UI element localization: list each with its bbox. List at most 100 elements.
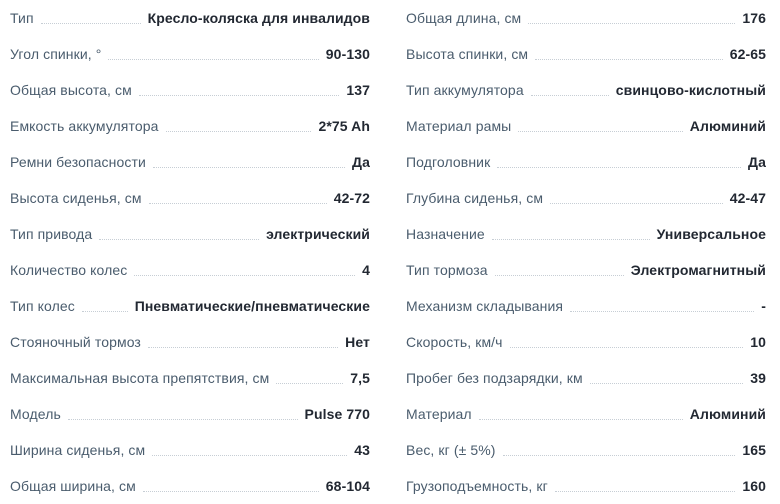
dotted-leader <box>67 408 298 420</box>
spec-value: Нет <box>345 334 370 350</box>
spec-value: - <box>761 298 766 314</box>
dotted-leader <box>152 156 346 168</box>
spec-value: Пневматические/пневматические <box>134 298 370 314</box>
spec-row: Тип привода электрический <box>10 216 370 252</box>
spec-value: 42-47 <box>729 190 766 206</box>
spec-row: Глубина сиденья, см 42-47 <box>406 180 766 216</box>
spec-value: свинцово-кислотный <box>615 82 766 98</box>
dotted-leader <box>589 372 744 384</box>
spec-row: Общая ширина, см 68-104 <box>10 468 370 504</box>
spec-row: Общая длина, см 176 <box>406 0 766 36</box>
spec-label: Тип аккумулятора <box>406 82 524 98</box>
spec-row: Максимальная высота препятствия, см 7,5 <box>10 360 370 396</box>
spec-value: 176 <box>742 10 766 26</box>
spec-label: Тип привода <box>10 226 93 242</box>
spec-value: 68-104 <box>325 478 370 494</box>
spec-value: 4 <box>362 262 370 278</box>
spec-label: Высота спинки, см <box>406 46 529 62</box>
spec-label: Грузоподъемность, кг <box>406 478 548 494</box>
dotted-leader <box>165 120 312 132</box>
spec-row: Угол спинки, ° 90-130 <box>10 36 370 72</box>
dotted-leader <box>142 480 319 492</box>
spec-row: Пробег без подзарядки, км 39 <box>406 360 766 396</box>
spec-label: Подголовник <box>406 154 491 170</box>
spec-value: Да <box>748 154 766 170</box>
spec-label: Стояночный тормоз <box>10 334 141 350</box>
spec-value: 90-130 <box>325 46 370 62</box>
dotted-leader <box>134 264 356 276</box>
spec-value: 160 <box>742 478 766 494</box>
spec-value: 39 <box>750 370 766 386</box>
spec-value: Электромагнитный <box>630 262 766 278</box>
dotted-leader <box>276 372 344 384</box>
spec-value: 62-65 <box>729 46 766 62</box>
spec-label: Высота сиденья, см <box>10 190 142 206</box>
spec-value: 42-72 <box>333 190 370 206</box>
spec-value: электрический <box>266 226 370 242</box>
spec-label: Максимальная высота препятствия, см <box>10 370 270 386</box>
spec-value: Алюминий <box>689 118 766 134</box>
spec-value: Кресло-коляска для инвалидов <box>147 10 370 26</box>
dotted-leader <box>108 48 319 60</box>
dotted-leader <box>494 264 624 276</box>
spec-label: Тип <box>10 10 34 26</box>
spec-column-left: Тип Кресло-коляска для инвалидов Угол спин… <box>10 0 370 504</box>
spec-row: Тип тормоза Электромагнитный <box>406 252 766 288</box>
spec-row: Ремни безопасности Да <box>10 144 370 180</box>
dotted-leader <box>138 84 340 96</box>
spec-label: Модель <box>10 406 61 422</box>
spec-row: Назначение Универсальное <box>406 216 766 252</box>
spec-row: Количество колес 4 <box>10 252 370 288</box>
spec-row: Механизм складывания - <box>406 288 766 324</box>
dotted-leader <box>550 192 723 204</box>
dotted-leader <box>81 300 128 312</box>
spec-row: Стояночный тормоз Нет <box>10 324 370 360</box>
dotted-leader <box>40 12 141 24</box>
spec-label: Общая длина, см <box>406 10 522 26</box>
spec-label: Материал рамы <box>406 118 512 134</box>
spec-value: Да <box>352 154 370 170</box>
spec-row: Модель Pulse 770 <box>10 396 370 432</box>
spec-label: Тип тормоза <box>406 262 488 278</box>
spec-label: Скорость, км/ч <box>406 334 503 350</box>
spec-row: Емкость аккумулятора 2*75 Ah <box>10 108 370 144</box>
spec-value: Pulse 770 <box>304 406 370 422</box>
spec-value: 43 <box>354 442 370 458</box>
spec-value: 165 <box>742 442 766 458</box>
spec-value: 137 <box>346 82 370 98</box>
dotted-leader <box>147 336 339 348</box>
dotted-leader <box>148 192 327 204</box>
spec-label: Общая ширина, см <box>10 478 136 494</box>
dotted-leader <box>152 444 348 456</box>
spec-value: 2*75 Ah <box>318 118 370 134</box>
spec-row: Материал Алюминий <box>406 396 766 432</box>
dotted-leader <box>554 480 736 492</box>
spec-row: Вес, кг (± 5%) 165 <box>406 432 766 468</box>
spec-label: Ремни безопасности <box>10 154 146 170</box>
spec-label: Общая высота, см <box>10 82 132 98</box>
spec-label: Глубина сиденья, см <box>406 190 544 206</box>
spec-value: 10 <box>750 334 766 350</box>
spec-label: Ширина сиденья, см <box>10 442 146 458</box>
spec-label: Материал <box>406 406 472 422</box>
spec-row: Скорость, км/ч 10 <box>406 324 766 360</box>
spec-value: 7,5 <box>350 370 370 386</box>
spec-value: Алюминий <box>689 406 766 422</box>
spec-label: Механизм складывания <box>406 298 564 314</box>
dotted-leader <box>530 84 609 96</box>
spec-row: Высота сиденья, см 42-72 <box>10 180 370 216</box>
spec-row: Ширина сиденья, см 43 <box>10 432 370 468</box>
spec-label: Количество колес <box>10 262 128 278</box>
dotted-leader <box>502 444 736 456</box>
dotted-leader <box>535 48 723 60</box>
spec-label: Тип колес <box>10 298 75 314</box>
spec-label: Вес, кг (± 5%) <box>406 442 496 458</box>
spec-row: Тип аккумулятора свинцово-кислотный <box>406 72 766 108</box>
dotted-leader <box>491 228 650 240</box>
spec-row: Тип Кресло-коляска для инвалидов <box>10 0 370 36</box>
dotted-leader <box>528 12 736 24</box>
spec-row: Грузоподъемность, кг 160 <box>406 468 766 504</box>
spec-row: Общая высота, см 137 <box>10 72 370 108</box>
dotted-leader <box>497 156 742 168</box>
